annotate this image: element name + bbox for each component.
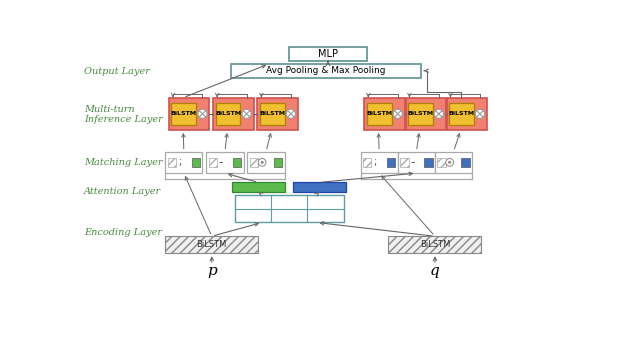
FancyBboxPatch shape (257, 98, 298, 130)
FancyBboxPatch shape (400, 158, 408, 166)
FancyBboxPatch shape (213, 98, 253, 130)
Text: BiLSTM: BiLSTM (407, 111, 433, 117)
Text: Attention Layer: Attention Layer (84, 187, 161, 196)
Text: BiLSTM: BiLSTM (448, 111, 474, 117)
Text: ;: ; (179, 157, 182, 167)
Text: BiLSTM: BiLSTM (171, 111, 197, 117)
FancyBboxPatch shape (206, 152, 244, 173)
FancyBboxPatch shape (360, 152, 397, 173)
FancyBboxPatch shape (169, 98, 209, 130)
FancyBboxPatch shape (424, 158, 433, 166)
FancyBboxPatch shape (248, 152, 285, 173)
Text: p: p (207, 264, 216, 278)
Circle shape (242, 109, 252, 119)
FancyBboxPatch shape (209, 158, 217, 166)
FancyBboxPatch shape (387, 158, 396, 166)
FancyBboxPatch shape (447, 98, 487, 130)
Circle shape (286, 109, 296, 119)
Text: Encoding Layer: Encoding Layer (84, 228, 162, 237)
Text: q: q (430, 264, 440, 278)
FancyBboxPatch shape (461, 158, 470, 166)
FancyBboxPatch shape (232, 182, 285, 191)
Text: BiLSTM: BiLSTM (215, 111, 241, 117)
Circle shape (449, 161, 451, 164)
FancyBboxPatch shape (231, 64, 421, 78)
Text: BiLSTM: BiLSTM (259, 111, 285, 117)
FancyBboxPatch shape (363, 158, 371, 166)
Circle shape (261, 161, 263, 164)
Circle shape (393, 109, 403, 119)
Text: -: - (410, 156, 415, 169)
Text: ;: ; (374, 157, 377, 167)
FancyBboxPatch shape (388, 236, 481, 253)
Text: Avg Pooling & Max Pooling: Avg Pooling & Max Pooling (266, 66, 386, 75)
Text: Matching Layer: Matching Layer (84, 158, 163, 167)
Text: -: - (219, 156, 223, 169)
Text: BiLSTM: BiLSTM (366, 111, 392, 117)
FancyBboxPatch shape (449, 103, 474, 125)
FancyBboxPatch shape (168, 158, 176, 166)
FancyBboxPatch shape (260, 103, 285, 125)
FancyBboxPatch shape (274, 158, 282, 166)
Text: Multi-turn
Inference Layer: Multi-turn Inference Layer (84, 105, 163, 124)
Circle shape (434, 109, 444, 119)
FancyBboxPatch shape (435, 152, 472, 173)
FancyBboxPatch shape (165, 152, 202, 173)
FancyBboxPatch shape (216, 103, 241, 125)
FancyBboxPatch shape (172, 103, 196, 125)
FancyBboxPatch shape (289, 47, 367, 61)
FancyBboxPatch shape (250, 158, 259, 166)
FancyBboxPatch shape (408, 103, 433, 125)
FancyBboxPatch shape (165, 236, 259, 253)
Circle shape (446, 158, 454, 166)
Text: BiLSTM: BiLSTM (196, 240, 227, 249)
Circle shape (198, 109, 207, 119)
Circle shape (476, 109, 484, 119)
FancyBboxPatch shape (364, 98, 404, 130)
FancyBboxPatch shape (191, 158, 200, 166)
FancyBboxPatch shape (235, 195, 344, 222)
FancyBboxPatch shape (293, 182, 346, 191)
FancyBboxPatch shape (397, 152, 435, 173)
FancyBboxPatch shape (233, 158, 241, 166)
Circle shape (259, 158, 266, 166)
Text: BiLSTM: BiLSTM (420, 240, 450, 249)
FancyBboxPatch shape (437, 158, 446, 166)
Text: MLP: MLP (318, 49, 338, 59)
FancyBboxPatch shape (367, 103, 392, 125)
FancyBboxPatch shape (406, 98, 446, 130)
Text: Output Layer: Output Layer (84, 67, 150, 76)
